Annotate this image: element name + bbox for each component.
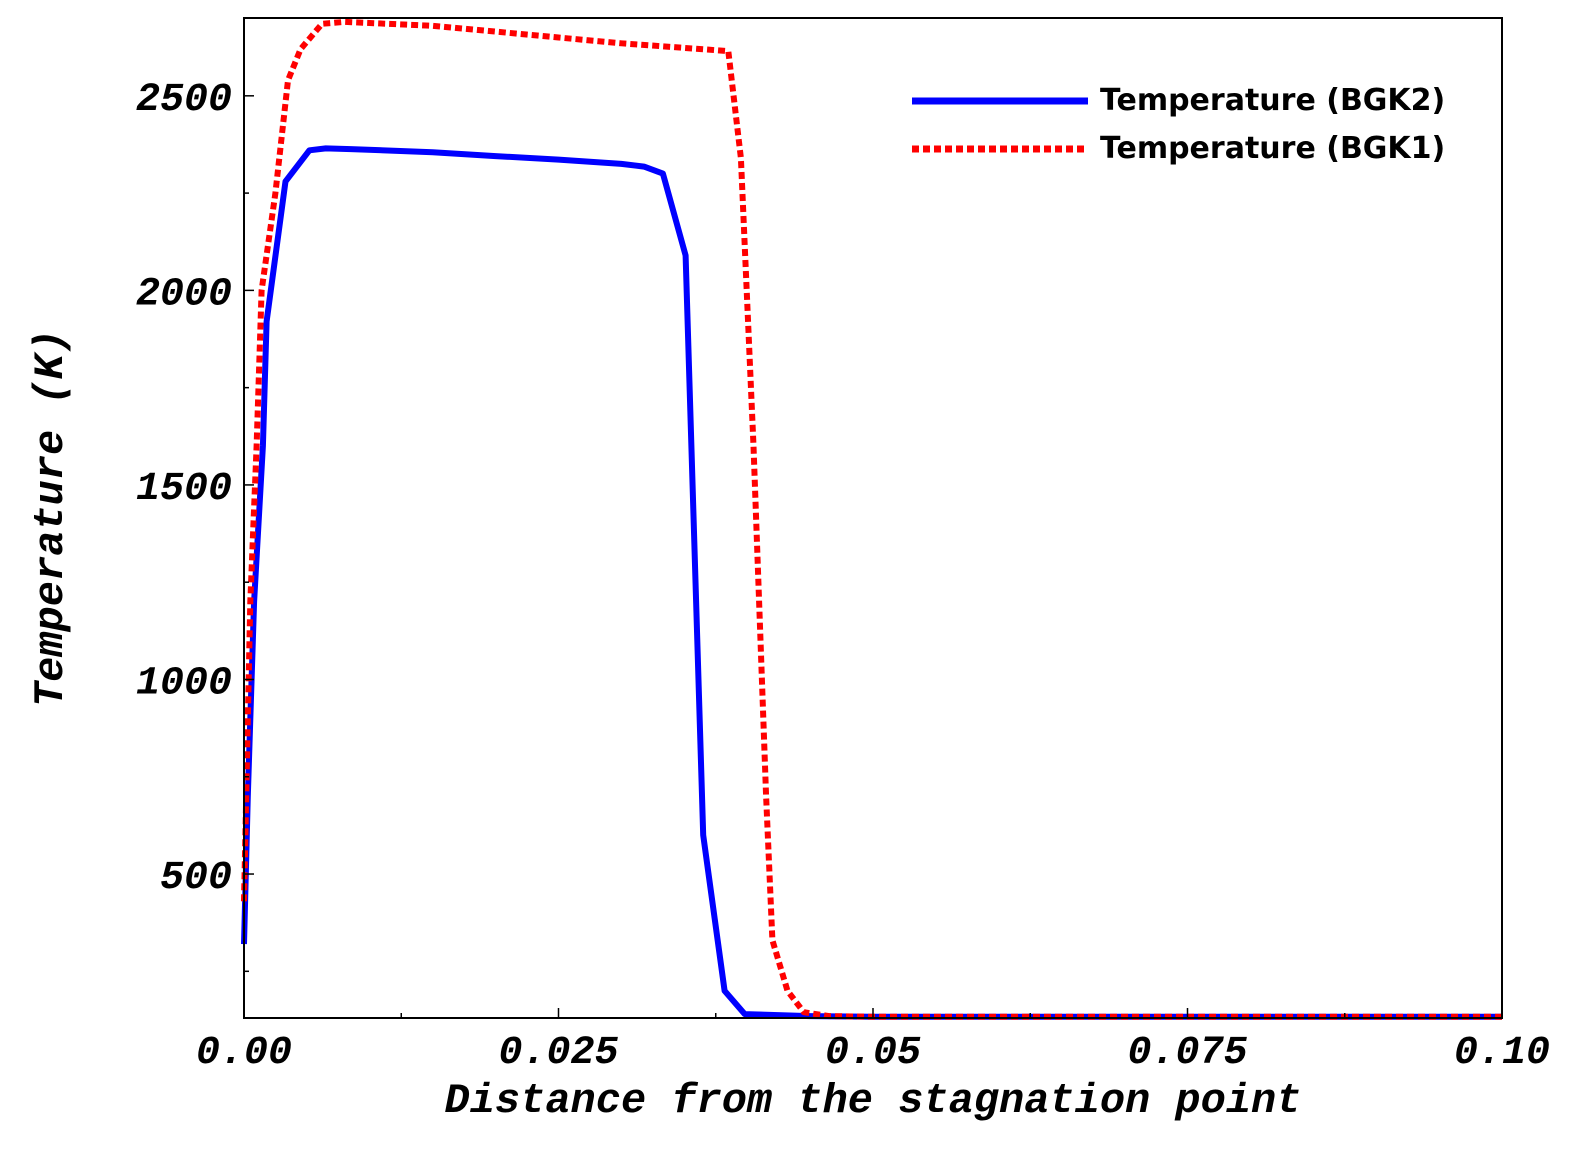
y-tick-label-4: 2500 xyxy=(136,78,232,123)
y-tick-label-3: 2000 xyxy=(136,272,232,317)
y-tick-label-2: 1500 xyxy=(136,467,232,512)
x-tick-label-3: 0.075 xyxy=(1127,1031,1247,1076)
series-line-bgk2 xyxy=(241,145,1502,1020)
x-tick-label-2: 0.05 xyxy=(825,1031,921,1076)
y-axis-title: Temperature (K) xyxy=(27,329,75,707)
y-tick-labels: 500 1000 1500 2000 2500 xyxy=(136,78,232,901)
tick-marks xyxy=(243,95,1503,1018)
x-tick-label-1: 0.025 xyxy=(498,1031,618,1076)
x-tick-label-0: 0.00 xyxy=(196,1031,292,1076)
y-tick-label-0: 500 xyxy=(160,856,232,901)
x-axis-title: Distance from the stagnation point xyxy=(445,1077,1302,1125)
x-tick-labels: 0.00 0.025 0.05 0.075 0.10 xyxy=(196,1031,1550,1076)
x-tick-label-4: 0.10 xyxy=(1454,1031,1550,1076)
series-line-bgk1 xyxy=(241,18,1502,1020)
series-layer xyxy=(241,18,1502,1020)
y-tick-label-1: 1000 xyxy=(136,661,232,706)
legend-label-bgk2: Temperature (BGK2) xyxy=(1100,83,1445,118)
legend-label-bgk1: Temperature (BGK1) xyxy=(1100,131,1445,166)
legend: Temperature (BGK2) Temperature (BGK1) xyxy=(912,83,1445,166)
